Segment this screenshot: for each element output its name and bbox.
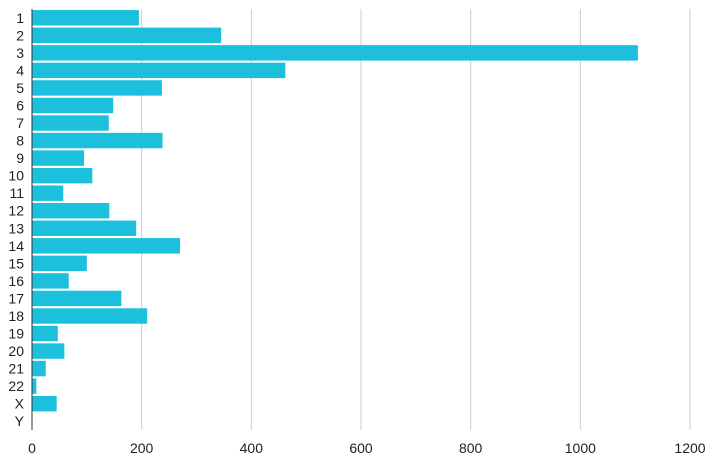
category-label: Y [15, 413, 25, 429]
category-label: 21 [8, 361, 24, 377]
bar [32, 395, 57, 412]
bar [32, 62, 286, 79]
bar [32, 10, 139, 26]
x-tick-labels: 0 200 400 600 800 1000 1200 [28, 440, 706, 456]
category-label: 12 [8, 203, 24, 219]
bar [32, 45, 638, 61]
bar [32, 273, 69, 289]
x-tick-label: 1000 [565, 440, 596, 456]
bar [32, 308, 148, 324]
bar [32, 220, 137, 236]
bar [32, 290, 122, 307]
category-label: 19 [8, 326, 24, 342]
x-tick-label: 800 [459, 440, 483, 456]
bar [32, 360, 46, 377]
bar [32, 27, 222, 44]
category-label: 4 [16, 62, 24, 78]
bar [32, 150, 85, 166]
category-label: 16 [8, 273, 24, 289]
bar [32, 343, 65, 359]
bar [32, 238, 181, 254]
category-label: 3 [16, 45, 24, 61]
grid-lines [141, 9, 691, 430]
bars [32, 10, 638, 412]
x-tick-label: 0 [28, 440, 36, 456]
bar [32, 185, 64, 201]
category-label: 11 [9, 185, 24, 201]
category-label: 22 [8, 378, 24, 394]
category-label: 6 [16, 97, 24, 113]
category-label: 8 [16, 133, 24, 149]
bar [32, 325, 58, 342]
category-label: 20 [8, 343, 24, 359]
category-label: 10 [8, 168, 24, 184]
category-label: 13 [8, 220, 24, 236]
category-label: 14 [8, 238, 24, 254]
category-label: 17 [8, 290, 24, 306]
category-label: 18 [8, 308, 24, 324]
bar [32, 167, 93, 184]
bar [32, 97, 114, 114]
x-tick-label: 400 [240, 440, 264, 456]
category-label: 7 [16, 115, 24, 131]
bar [32, 115, 109, 131]
category-label: X [15, 396, 25, 412]
x-tick-label: 200 [130, 440, 154, 456]
bar [32, 255, 87, 272]
x-tick-label: 1200 [674, 440, 705, 456]
bar [32, 378, 37, 394]
bar [32, 80, 162, 96]
category-label: 5 [16, 80, 24, 96]
bar [32, 132, 163, 149]
category-label: 15 [8, 255, 24, 271]
category-label: 2 [16, 27, 24, 43]
category-label: 9 [16, 150, 24, 166]
x-tick-label: 600 [349, 440, 373, 456]
category-label: 1 [16, 10, 24, 26]
bar [32, 203, 110, 219]
